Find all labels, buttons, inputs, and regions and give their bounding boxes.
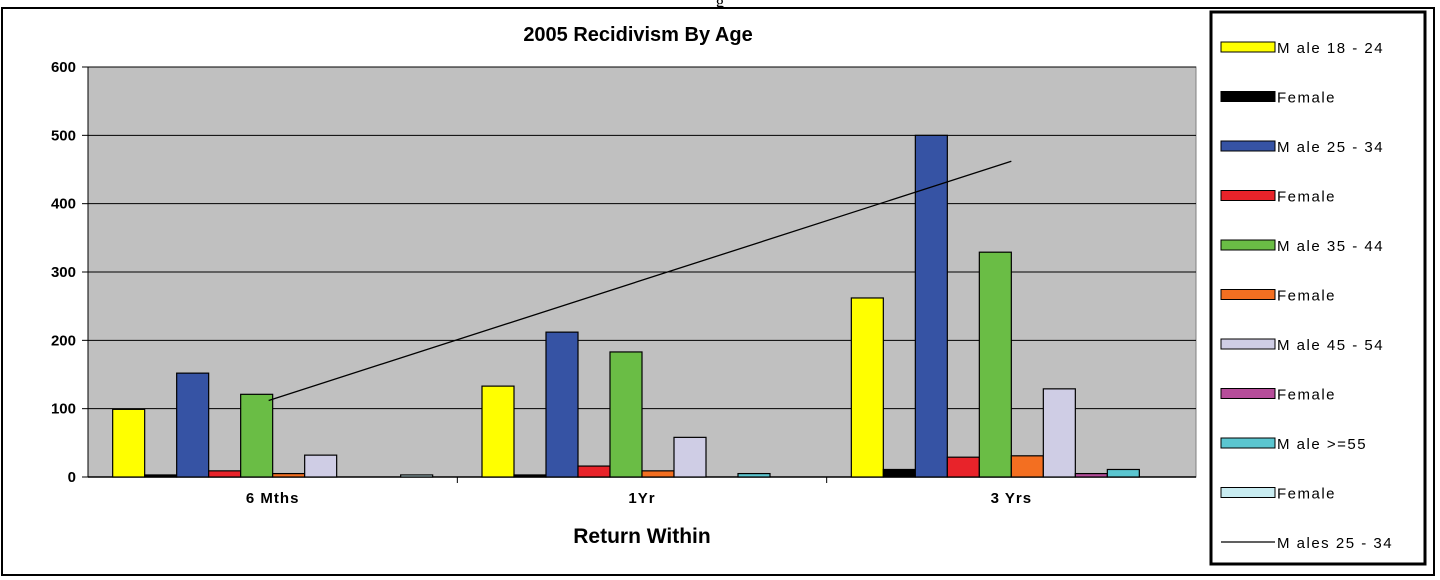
legend-label: M ale 45 - 54: [1277, 337, 1384, 354]
bar: [577, 465, 611, 478]
chart-title: 2005 Recidivism By Age: [523, 24, 752, 46]
x-axis-title: Return Within: [573, 525, 710, 548]
legend-label: Female: [1277, 189, 1336, 206]
y-tick-label: 0: [68, 469, 76, 486]
bar: [144, 474, 178, 478]
legend-label: Female: [1277, 387, 1336, 404]
bar: [1042, 388, 1076, 478]
legend-label: Female: [1277, 288, 1336, 305]
bar: [272, 472, 306, 478]
bar: [850, 297, 884, 478]
x-tick-label: 1Yr: [628, 490, 655, 507]
legend-swatch: [1220, 41, 1276, 53]
legend-swatch: [1220, 487, 1276, 498]
legend-box: [1209, 10, 1427, 566]
bar: [304, 454, 338, 478]
bar: [1106, 468, 1140, 478]
legend-swatch: [1220, 239, 1276, 251]
legend-swatch: [1220, 91, 1276, 102]
bar: [545, 331, 579, 478]
legend-swatch: [1220, 190, 1276, 201]
bar: [208, 470, 242, 478]
chart-svg: 2005 Recidivism By Age 0 100 200 300 400 500 6…: [3, 9, 1433, 574]
legend-label: Female: [1277, 90, 1336, 107]
bar: [400, 474, 434, 478]
trendline: [268, 160, 1012, 402]
bar: [112, 408, 146, 478]
bar: [641, 470, 675, 478]
x-tick-label: 6 Mths: [246, 490, 300, 507]
legend-swatch: [1220, 140, 1276, 152]
legend-label: M ale >=55: [1277, 436, 1367, 453]
bar: [176, 372, 210, 478]
bar: [978, 251, 1012, 478]
bar: [481, 385, 515, 478]
bar: [737, 472, 771, 478]
bar: [1010, 455, 1044, 478]
y-tick-label: 600: [51, 59, 76, 76]
x-tick-label: 3 Yrs: [991, 490, 1032, 507]
y-tick-label: 300: [51, 264, 76, 281]
y-tick-label: 400: [51, 196, 76, 213]
y-tick-label: 200: [51, 332, 76, 349]
legend-label: M ales 25 - 34: [1277, 535, 1393, 552]
bar: [1074, 472, 1108, 478]
legend-swatch: [1220, 289, 1276, 300]
bar: [609, 351, 643, 478]
plot-area: 0 100 200 300 400 500 600 6 Mths 1Yr 3 Yrs: [51, 59, 1197, 507]
chart-frame: 2005 Recidivism By Age 0 100 200 300 400 500 6…: [1, 7, 1435, 576]
bar: [513, 474, 547, 478]
y-tick-label: 500: [51, 127, 76, 144]
bar: [914, 134, 948, 478]
bar: [240, 393, 274, 478]
legend-label: M ale 18 - 24: [1277, 40, 1384, 57]
bar: [882, 468, 916, 478]
legend-label: M ale 35 - 44: [1277, 238, 1384, 255]
legend: M ale 18 - 24 Female M ale 25 - 34 Female M …: [1209, 10, 1427, 566]
legend-swatch: [1220, 388, 1276, 399]
page-caption: g: [715, 0, 725, 11]
y-tick-label: 100: [51, 401, 76, 418]
bar: [673, 436, 707, 478]
legend-label: M ale 25 - 34: [1277, 139, 1384, 156]
legend-swatch: [1220, 437, 1276, 449]
bar: [946, 456, 980, 478]
legend-swatch: [1220, 338, 1276, 350]
legend-label: Female: [1277, 486, 1336, 503]
